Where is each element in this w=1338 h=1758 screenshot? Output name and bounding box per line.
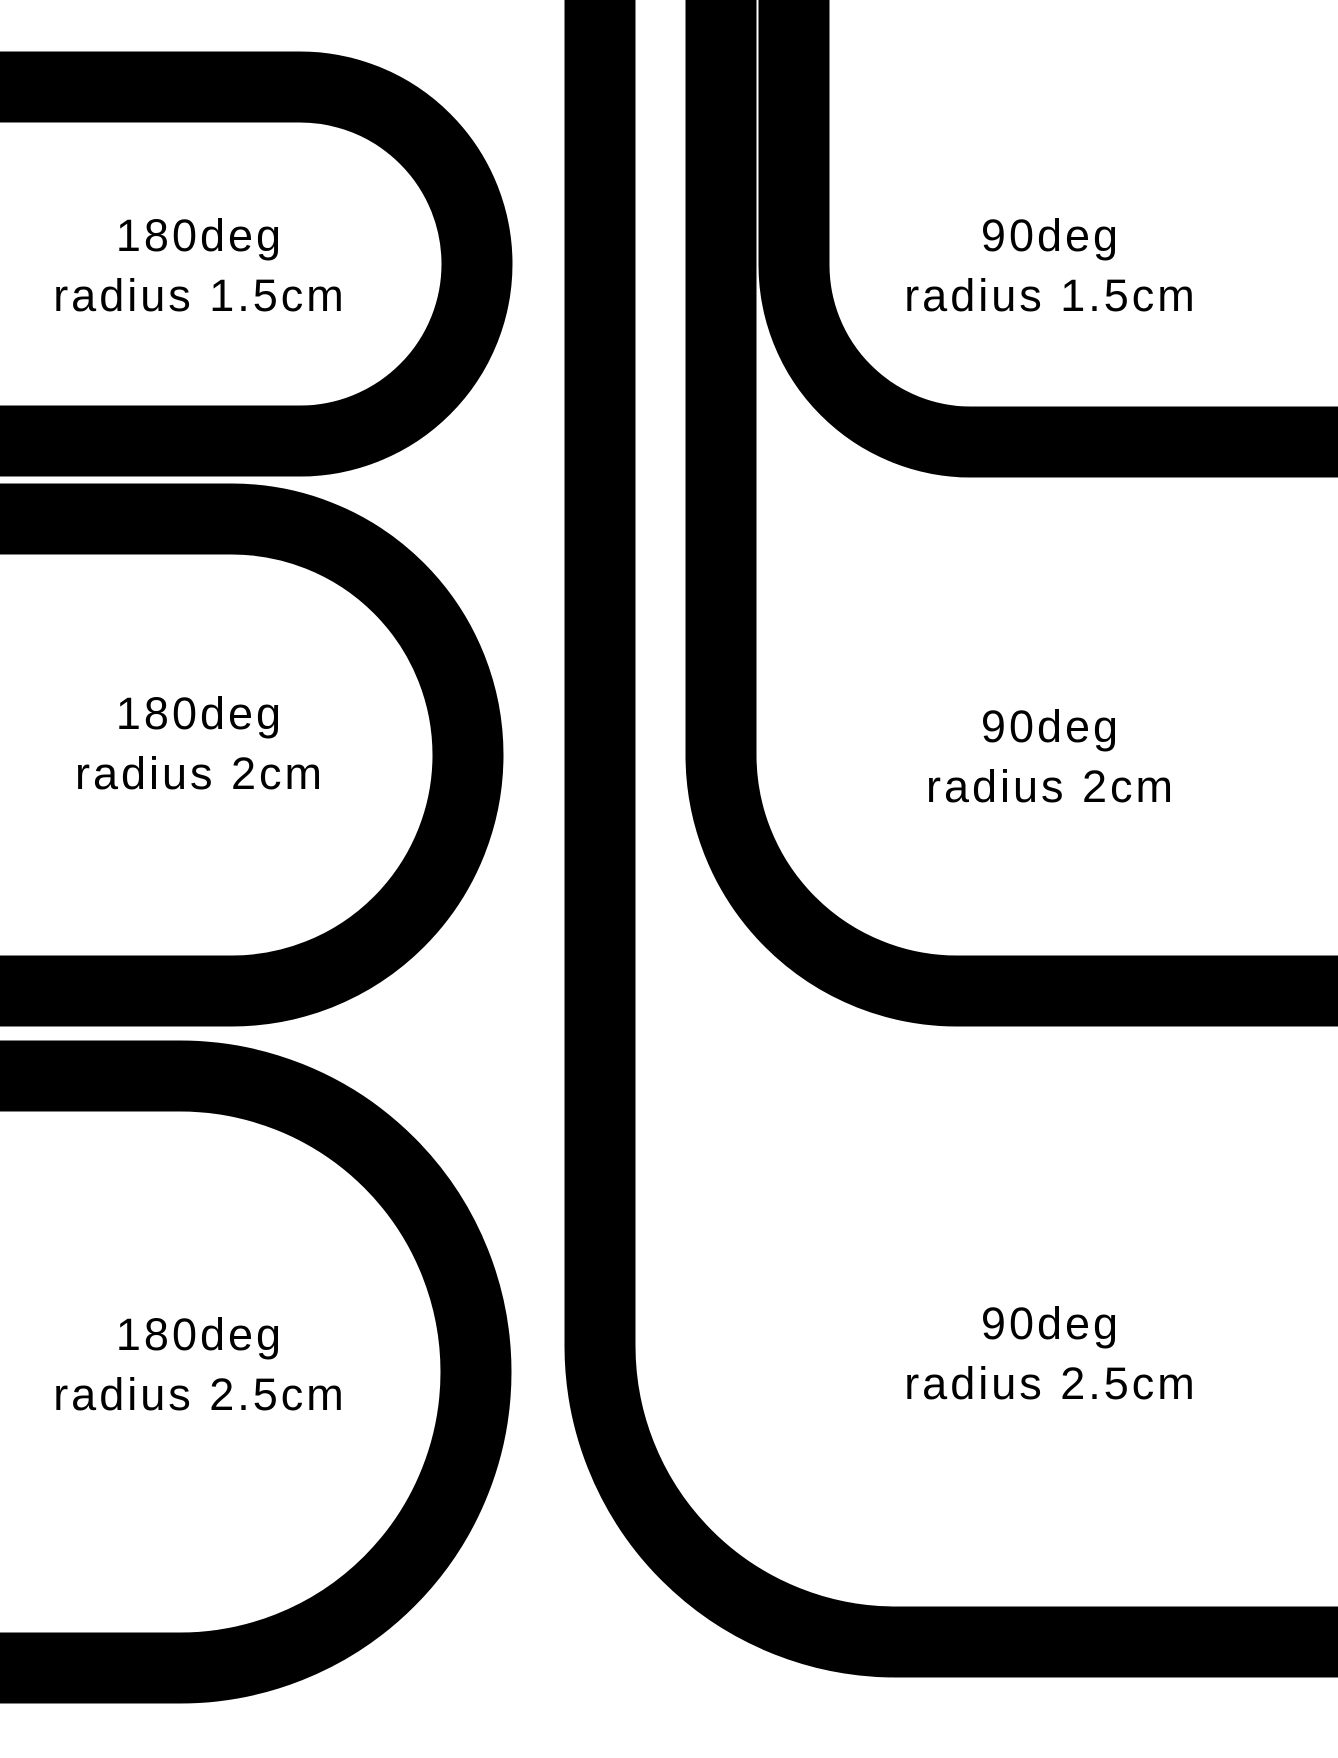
angle-text: 90deg <box>980 210 1122 261</box>
radius-text: radius 2.5cm <box>904 1358 1198 1409</box>
track-180deg-radius-1-5cm <box>0 51 513 477</box>
angle-text: 180deg <box>115 1309 285 1360</box>
angle-text: 180deg <box>115 688 285 739</box>
angle-text: 90deg <box>980 701 1122 752</box>
label-180deg-radius-2cm: 180deg radius 2cm <box>0 684 430 804</box>
label-180deg-radius-2-5cm: 180deg radius 2.5cm <box>0 1305 430 1425</box>
radius-text: radius 1.5cm <box>904 270 1198 321</box>
radius-text: radius 2cm <box>74 748 326 799</box>
label-90deg-radius-2-5cm: 90deg radius 2.5cm <box>821 1294 1281 1414</box>
angle-text: 180deg <box>115 210 285 261</box>
track-90deg-radius-2cm <box>685 0 1338 1027</box>
radius-text: radius 2.5cm <box>53 1369 347 1420</box>
track-180deg-radius-2-5cm <box>0 1040 512 1704</box>
radius-text: radius 1.5cm <box>53 270 347 321</box>
label-180deg-radius-1-5cm: 180deg radius 1.5cm <box>0 206 430 326</box>
radius-text: radius 2cm <box>925 761 1177 812</box>
track-180deg-radius-2cm <box>0 483 504 1027</box>
track-90deg-radius-2-5cm <box>564 0 1338 1678</box>
track-90deg-radius-1-5cm <box>758 0 1338 478</box>
angle-text: 90deg <box>980 1298 1122 1349</box>
label-90deg-radius-2cm: 90deg radius 2cm <box>821 697 1281 817</box>
label-90deg-radius-1-5cm: 90deg radius 1.5cm <box>821 206 1281 326</box>
